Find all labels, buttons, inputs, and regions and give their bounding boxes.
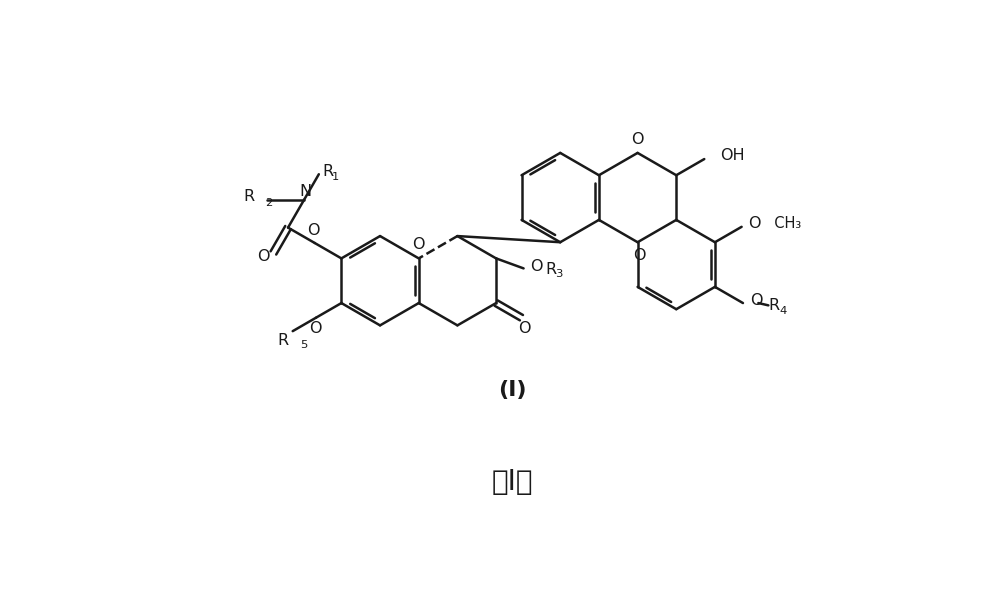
Text: R: R [244, 189, 255, 204]
Text: O: O [257, 248, 270, 264]
Text: N: N [299, 184, 311, 200]
Text: R: R [277, 333, 288, 348]
Text: O: O [633, 248, 645, 263]
Text: 5: 5 [300, 340, 307, 350]
Text: （I）: （I） [492, 469, 533, 497]
Text: R: R [545, 263, 556, 277]
Text: R: R [768, 298, 779, 313]
Text: O: O [309, 321, 322, 336]
Text: O: O [749, 216, 761, 231]
Text: OH: OH [720, 148, 744, 163]
Text: 2: 2 [265, 198, 272, 208]
Text: CH₃: CH₃ [765, 216, 801, 231]
Text: O: O [530, 258, 543, 274]
Text: 1: 1 [332, 172, 339, 182]
Text: (I): (I) [498, 380, 527, 400]
Text: 4: 4 [780, 306, 787, 316]
Text: 3: 3 [556, 269, 563, 279]
Text: O: O [750, 293, 762, 308]
Text: R: R [322, 164, 333, 179]
Text: O: O [412, 237, 425, 252]
Text: O: O [518, 321, 531, 336]
Text: O: O [307, 223, 319, 238]
Text: O: O [631, 132, 644, 147]
